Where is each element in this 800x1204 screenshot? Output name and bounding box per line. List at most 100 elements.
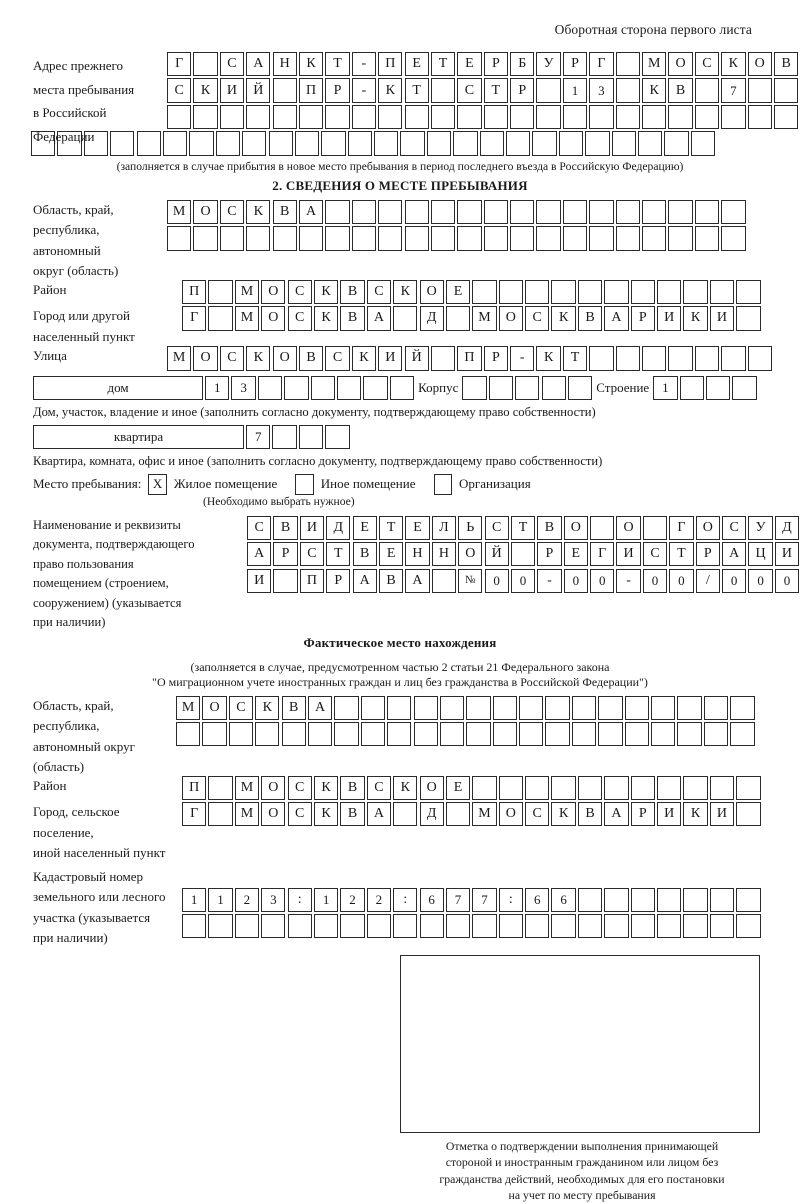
form-cell[interactable]	[657, 279, 682, 305]
form-cell[interactable]	[657, 914, 682, 939]
form-cell[interactable]	[430, 346, 456, 371]
form-cell[interactable]: А	[405, 568, 430, 593]
form-cell[interactable]: Й	[246, 78, 271, 103]
form-cell[interactable]: Т	[378, 515, 404, 540]
form-cell[interactable]: Е	[445, 775, 471, 800]
form-cell[interactable]: :	[498, 887, 523, 912]
form-cell[interactable]: :	[393, 887, 418, 912]
form-cell[interactable]	[590, 515, 615, 540]
form-cell[interactable]: О	[272, 346, 297, 371]
form-cell[interactable]	[536, 78, 561, 103]
form-cell[interactable]: М	[167, 199, 192, 225]
form-cell[interactable]	[683, 775, 708, 800]
form-cell[interactable]	[182, 914, 207, 939]
form-cell[interactable]	[615, 52, 640, 77]
form-cell[interactable]	[604, 775, 629, 800]
form-cell[interactable]	[492, 722, 517, 747]
form-cell[interactable]	[419, 914, 444, 939]
form-cell[interactable]: Т	[325, 52, 350, 77]
form-cell[interactable]	[630, 887, 655, 912]
form-cell[interactable]	[167, 104, 192, 130]
form-cell[interactable]: Р	[326, 568, 351, 593]
form-cell[interactable]	[462, 375, 487, 400]
form-cell[interactable]	[325, 226, 350, 251]
form-cell[interactable]	[615, 104, 640, 130]
form-cell[interactable]	[690, 131, 716, 156]
form-cell[interactable]	[668, 104, 693, 130]
form-cell[interactable]	[374, 131, 399, 156]
form-cell[interactable]	[721, 104, 746, 130]
form-cell[interactable]	[351, 199, 377, 225]
form-cell[interactable]	[615, 78, 640, 103]
form-cell[interactable]	[525, 279, 550, 305]
form-cell[interactable]	[366, 914, 392, 939]
form-cell[interactable]	[677, 695, 702, 720]
form-cell[interactable]: М	[176, 695, 201, 720]
form-cell[interactable]	[773, 104, 799, 130]
form-cell[interactable]: С	[525, 802, 550, 827]
previous-address-row-full[interactable]	[31, 131, 800, 156]
form-cell[interactable]	[208, 306, 233, 331]
form-cell[interactable]	[472, 279, 497, 305]
form-cell[interactable]: О	[419, 775, 444, 800]
form-cell[interactable]	[651, 722, 676, 747]
form-cell[interactable]	[519, 695, 544, 720]
form-cell[interactable]: М	[234, 306, 260, 331]
form-cell[interactable]	[668, 346, 693, 371]
form-cell[interactable]	[709, 887, 735, 912]
form-cell[interactable]	[577, 775, 603, 800]
form-cell[interactable]	[510, 104, 535, 130]
form-cell[interactable]: А	[298, 199, 324, 225]
form-cell[interactable]: И	[774, 542, 800, 567]
form-cell[interactable]: М	[234, 279, 260, 305]
form-cell[interactable]: К	[378, 78, 403, 103]
form-cell[interactable]	[347, 131, 372, 156]
form-cell[interactable]	[340, 914, 365, 939]
form-cell[interactable]	[536, 104, 561, 130]
form-cell[interactable]	[585, 131, 610, 156]
form-cell[interactable]	[430, 226, 456, 251]
form-cell[interactable]	[642, 226, 667, 251]
form-cell[interactable]	[589, 199, 614, 225]
form-cell[interactable]: У	[748, 515, 773, 540]
form-cell[interactable]	[445, 802, 471, 827]
form-cell[interactable]: П	[182, 279, 207, 305]
korpus-cells[interactable]	[462, 375, 593, 400]
form-cell[interactable]	[242, 131, 267, 156]
form-cell[interactable]	[615, 346, 640, 371]
form-cell[interactable]: 3	[231, 375, 256, 400]
form-cell[interactable]: С	[366, 775, 392, 800]
form-cell[interactable]: И	[616, 542, 641, 567]
form-cell[interactable]	[736, 802, 761, 827]
form-cell[interactable]	[466, 695, 491, 720]
form-cell[interactable]: Е	[457, 52, 482, 77]
form-cell[interactable]: В	[272, 199, 297, 225]
section2-region-row-cells[interactable]	[167, 226, 746, 251]
cadastre-row-cells[interactable]	[182, 914, 761, 939]
form-cell[interactable]: В	[668, 78, 693, 103]
form-cell[interactable]	[694, 346, 720, 371]
form-cell[interactable]	[721, 226, 746, 251]
form-cell[interactable]: Р	[630, 802, 655, 827]
form-cell[interactable]: В	[340, 279, 365, 305]
form-cell[interactable]	[694, 78, 720, 103]
form-cell[interactable]	[162, 131, 188, 156]
form-cell[interactable]: В	[378, 568, 404, 593]
form-cell[interactable]	[571, 722, 597, 747]
form-cell[interactable]: С	[167, 78, 192, 103]
form-cell[interactable]	[360, 695, 386, 720]
form-cell[interactable]	[472, 775, 497, 800]
form-cell[interactable]	[679, 375, 704, 400]
form-cell[interactable]: О	[202, 695, 227, 720]
form-cell[interactable]: Р	[325, 78, 350, 103]
form-cell[interactable]	[215, 131, 241, 156]
form-cell[interactable]	[642, 104, 667, 130]
form-cell[interactable]: И	[709, 802, 735, 827]
form-cell[interactable]: 1	[653, 375, 678, 400]
form-cell[interactable]: О	[261, 775, 286, 800]
form-cell[interactable]	[337, 375, 362, 400]
form-cell[interactable]	[709, 914, 735, 939]
form-cell[interactable]	[577, 279, 603, 305]
